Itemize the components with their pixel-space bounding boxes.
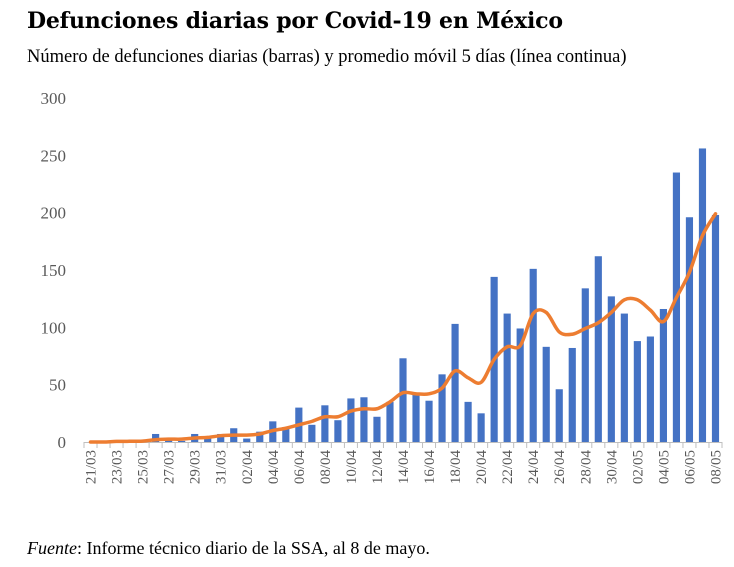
y-tick-label: 150 (41, 261, 67, 280)
bar (542, 346, 550, 442)
y-tick-label: 50 (49, 376, 66, 395)
bar (347, 398, 355, 442)
x-tick-label: 20/04 (474, 450, 490, 485)
bar (659, 308, 667, 442)
bar (698, 148, 707, 442)
bar (399, 358, 407, 442)
x-tick-label: 02/04 (240, 450, 256, 485)
bar (607, 296, 615, 442)
bar (451, 323, 459, 442)
y-tick-label: 0 (58, 433, 67, 452)
x-tick-label: 10/04 (344, 450, 360, 485)
x-tick-label: 02/05 (630, 450, 646, 484)
moving-average-line (88, 212, 718, 444)
bar (425, 400, 433, 442)
y-axis-tick-labels: 0 50 100 150 200 250 300 (41, 89, 67, 452)
x-tick-label: 08/04 (318, 450, 334, 485)
bar (334, 420, 342, 442)
bar (529, 268, 537, 442)
x-tick-label: 18/04 (448, 450, 464, 485)
bar (204, 437, 212, 442)
x-tick-label: 23/03 (110, 450, 126, 484)
bar (581, 288, 589, 442)
y-tick-label: 100 (41, 318, 67, 337)
x-tick-label: 06/04 (292, 450, 308, 485)
bar (308, 424, 316, 442)
x-tick-label: 06/05 (682, 450, 698, 484)
bar (503, 313, 511, 442)
bar (646, 336, 654, 442)
bar (555, 389, 563, 442)
bar (386, 401, 394, 442)
x-tick-label: 29/03 (188, 450, 204, 484)
x-tick-label: 31/03 (214, 450, 230, 484)
y-tick-label: 300 (41, 89, 67, 108)
x-tick-label: 25/03 (136, 450, 152, 484)
x-tick-label: 14/04 (396, 450, 412, 485)
source-label: Fuente (27, 538, 77, 558)
bar (256, 431, 264, 442)
x-tick-label: 08/05 (708, 450, 724, 484)
x-tick-label: 04/05 (656, 450, 672, 484)
y-tick-label: 200 (41, 204, 67, 223)
x-tick-label: 26/04 (552, 450, 568, 485)
x-tick-label: 27/03 (162, 450, 178, 484)
x-tick-label: 24/04 (526, 450, 542, 485)
source-text: : Informe técnico diario de la SSA, al 8… (76, 538, 430, 558)
bar (464, 401, 472, 442)
bar (685, 217, 694, 442)
bar (438, 374, 446, 442)
bar (568, 347, 576, 442)
bar (321, 405, 329, 442)
x-tick-label: 16/04 (422, 450, 438, 485)
bar (243, 438, 251, 442)
bar (672, 172, 681, 442)
bar (633, 341, 641, 442)
bar (178, 440, 186, 442)
bar (360, 397, 368, 442)
bar (373, 416, 381, 442)
x-tick-label: 12/04 (370, 450, 386, 485)
bar (516, 328, 524, 442)
bar (412, 393, 420, 442)
chart-subtitle: Número de defunciones diarias (barras) y… (27, 47, 627, 67)
chart-title: Defunciones diarias por Covid-19 en Méxi… (27, 8, 563, 34)
x-tick-label: 30/04 (604, 450, 620, 485)
source-note: Fuente: Informe técnico diario de la SSA… (27, 538, 430, 559)
bar (477, 413, 485, 442)
bar (282, 427, 290, 442)
bar (711, 214, 720, 442)
x-tick-label: 04/04 (266, 450, 282, 485)
x-tick-label: 21/03 (84, 450, 100, 484)
x-axis-ticks (83, 442, 723, 448)
x-tick-label: 28/04 (578, 450, 594, 485)
x-tick-label: 22/04 (500, 450, 516, 485)
bar-series (112, 148, 720, 442)
bar (217, 433, 225, 442)
bar (594, 256, 602, 442)
y-tick-label: 250 (41, 146, 67, 165)
bar (620, 313, 628, 442)
x-axis-tick-labels: 21/03 23/03 25/03 27/03 29/03 31/03 02/04 04/04… (84, 450, 725, 485)
